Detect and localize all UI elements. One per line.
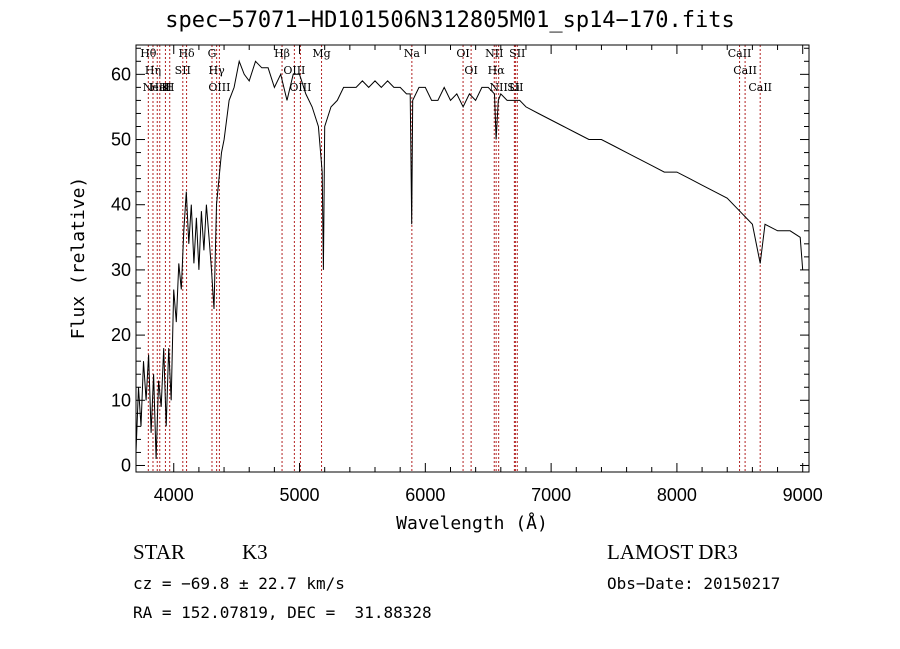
line-marker-label: CaII	[728, 47, 752, 60]
x-axis-ticks: 4000 5000 6000 7000 8000 9000	[154, 45, 823, 505]
x-tick-label: 4000	[154, 485, 194, 505]
line-marker-label: NII	[485, 47, 503, 60]
line-marker-label: Mg	[312, 47, 330, 60]
x-tick-label: 9000	[783, 485, 823, 505]
line-marker-label: HeI	[150, 81, 170, 94]
x-tick-label: 8000	[657, 485, 697, 505]
redshift-velocity: cz = −69.8 ± 22.7 km/s	[133, 574, 345, 593]
line-marker-label: SII	[507, 81, 523, 94]
line-marker-label: NeIII	[143, 81, 172, 94]
y-tick-label: 30	[111, 260, 131, 280]
line-markers	[147, 45, 761, 472]
y-axis-ticks: 0 10 20 30 40 50 60	[111, 47, 809, 475]
line-marker-label: Hη	[145, 64, 161, 77]
object-subclass: K3	[242, 540, 268, 564]
line-marker-label: Li	[509, 81, 520, 94]
y-tick-label: 50	[111, 130, 131, 150]
line-marker-label: Hβ	[274, 47, 290, 60]
x-tick-label: 7000	[531, 485, 571, 505]
chart-title: spec−57071−HD101506N312805M01_sp14−170.f…	[165, 8, 735, 33]
x-tick-label: 5000	[280, 485, 320, 505]
x-axis-label: Wavelength (Å)	[396, 512, 548, 534]
line-marker-label: OI	[456, 47, 469, 60]
line-marker-label: NII	[490, 81, 508, 94]
survey-name: LAMOST DR3	[607, 540, 738, 564]
object-class: STAR	[133, 540, 185, 564]
line-marker-label: CaII	[733, 64, 757, 77]
observation-date: Obs−Date: 20150217	[607, 574, 781, 593]
line-marker-label: Na	[404, 47, 421, 60]
line-marker-label: Hδ	[178, 47, 195, 60]
x-tick-label: 6000	[405, 485, 445, 505]
line-marker-label: G	[208, 47, 217, 60]
spectrum-line	[135, 59, 804, 460]
line-marker-label: SII	[175, 64, 191, 77]
y-tick-label: 0	[121, 455, 131, 475]
y-tick-label: 20	[111, 325, 131, 345]
y-tick-label: 60	[111, 64, 131, 84]
line-marker-label: Hα	[488, 64, 506, 77]
line-marker-label: CaII	[748, 81, 772, 94]
line-marker-label: OIII	[289, 81, 311, 94]
line-marker-label: OIII	[208, 81, 230, 94]
y-axis-label: Flux (relative)	[68, 177, 89, 340]
line-marker-label: Hγ	[209, 64, 226, 77]
line-marker-label: Hθ	[140, 47, 157, 60]
y-tick-label: 10	[111, 390, 131, 410]
line-marker-label: SII	[509, 47, 525, 60]
plot-frame	[135, 44, 810, 473]
coordinates: RA = 152.07819, DEC = 31.88328	[133, 603, 432, 622]
line-marker-label: OI	[464, 64, 477, 77]
line-marker-label: H	[165, 81, 175, 94]
y-tick-label: 40	[111, 195, 131, 215]
line-marker-label: K	[161, 81, 170, 94]
line-marker-label: OIII	[283, 64, 305, 77]
